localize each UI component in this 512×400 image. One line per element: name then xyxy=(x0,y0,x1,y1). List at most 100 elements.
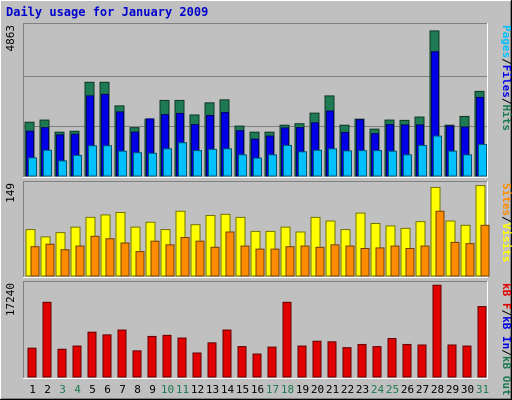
x-tick-label: 11 xyxy=(176,383,189,396)
bar-sites xyxy=(135,251,145,277)
x-tick-label: 3 xyxy=(59,383,66,396)
bar-pages xyxy=(433,135,442,177)
x-tick-label: 15 xyxy=(236,383,249,396)
bar-pages xyxy=(343,150,352,177)
bar-pages xyxy=(208,148,217,177)
bar-sites xyxy=(300,245,310,277)
x-tick-label: 25 xyxy=(386,383,399,396)
bar-sites xyxy=(195,240,205,277)
x-tick-label: 28 xyxy=(431,383,444,396)
bar-kb-f xyxy=(252,353,262,378)
legend-part: / xyxy=(500,216,512,223)
series-legend-label: Pages/Files/Hits xyxy=(500,25,512,131)
bar-pages xyxy=(388,150,397,177)
x-tick-label: 6 xyxy=(104,383,111,396)
bar-sites xyxy=(75,245,85,277)
bar-kb-f xyxy=(297,345,307,378)
bar-pages xyxy=(43,149,52,177)
bar-kb-f xyxy=(267,346,277,378)
bar-kb-f xyxy=(402,343,412,378)
x-tick-label: 10 xyxy=(161,383,174,396)
bar-sites xyxy=(420,245,430,277)
x-tick-label: 23 xyxy=(356,383,369,396)
bar-pages xyxy=(28,157,37,177)
x-tick-label: 31 xyxy=(476,383,489,396)
bar-kb-f xyxy=(57,348,67,378)
bar-sites xyxy=(225,231,235,277)
x-tick-label: 12 xyxy=(191,383,204,396)
x-tick-label: 30 xyxy=(461,383,474,396)
bar-kb-f xyxy=(102,334,112,378)
bar-kb-f xyxy=(192,352,202,378)
bar-kb-f xyxy=(27,347,37,378)
bar-kb-f xyxy=(432,284,442,378)
bar-sites xyxy=(165,244,175,277)
bar-pages xyxy=(193,150,202,177)
chart-title: Daily usage for January 2009 xyxy=(6,5,208,19)
bar-sites xyxy=(360,248,370,277)
bar-sites xyxy=(435,210,445,277)
bar-pages xyxy=(448,150,457,177)
x-tick-label: 8 xyxy=(134,383,141,396)
legend-part: Hits xyxy=(500,105,512,132)
bar-sites xyxy=(120,242,130,277)
bar-pages xyxy=(328,148,337,177)
series-legend-label: Sites/Visits xyxy=(500,183,512,263)
bar-pages xyxy=(118,150,127,177)
bar-kb-f xyxy=(447,344,457,378)
bar-sites xyxy=(375,247,385,277)
bar-sites xyxy=(390,245,400,277)
bar-kb-f xyxy=(147,335,157,378)
x-axis-day-labels: 1 2 3 4 5 6 7 8 9 10 11 12 13 14 15 16 17 18 19 20 21 22 23 24 2… xyxy=(29,383,489,396)
bar-kb-f xyxy=(312,340,322,378)
bar-kb-f xyxy=(177,337,187,378)
x-tick-label: 13 xyxy=(206,383,219,396)
legend-part: Pages xyxy=(500,25,512,58)
bar-sites xyxy=(405,248,415,277)
x-tick-label: 16 xyxy=(251,383,264,396)
bar-sites xyxy=(255,248,265,277)
x-tick-label: 20 xyxy=(311,383,324,396)
bar-sites xyxy=(90,235,100,277)
legend-part: / xyxy=(500,98,512,105)
x-tick-label: 22 xyxy=(341,383,354,396)
bar-kb-f xyxy=(372,346,382,378)
bar-sites xyxy=(60,249,70,277)
bar-pages xyxy=(133,152,142,177)
legend-part: kB F xyxy=(500,283,512,310)
legend-part: Visits xyxy=(500,223,512,263)
x-tick-label: 19 xyxy=(296,383,309,396)
bar-pages xyxy=(148,152,157,177)
x-tick-label: 18 xyxy=(281,383,294,396)
y-max-label: 4863 xyxy=(4,25,17,52)
bar-kb-f xyxy=(462,345,472,378)
bar-pages xyxy=(223,148,232,177)
bar-pages xyxy=(283,144,292,177)
bar-pages xyxy=(268,154,277,177)
legend-part: kB In xyxy=(500,316,512,349)
bar-kb-f xyxy=(342,347,352,378)
x-tick-label: 29 xyxy=(446,383,459,396)
bar-kb-f xyxy=(222,329,232,378)
bar-sites xyxy=(345,245,355,277)
x-tick-label: 27 xyxy=(416,383,429,396)
y-max-label: 149 xyxy=(4,183,17,203)
bar-kb-f xyxy=(237,346,247,378)
bar-sites xyxy=(465,243,475,277)
bar-sites xyxy=(210,246,220,277)
bar-sites xyxy=(150,240,160,277)
bar-kb-f xyxy=(132,350,142,378)
bar-pages xyxy=(298,151,307,177)
bar-pages xyxy=(403,154,412,177)
bar-pages xyxy=(73,154,82,177)
x-tick-label: 24 xyxy=(371,383,385,396)
bar-pages xyxy=(163,148,172,177)
bar-sites xyxy=(480,224,490,277)
bar-pages xyxy=(418,144,427,177)
x-tick-label: 14 xyxy=(221,383,235,396)
bar-sites xyxy=(270,248,280,277)
x-tick-label: 1 xyxy=(29,383,36,396)
legend-part: Sites xyxy=(500,183,512,216)
legend-part: kB Out xyxy=(500,356,512,396)
